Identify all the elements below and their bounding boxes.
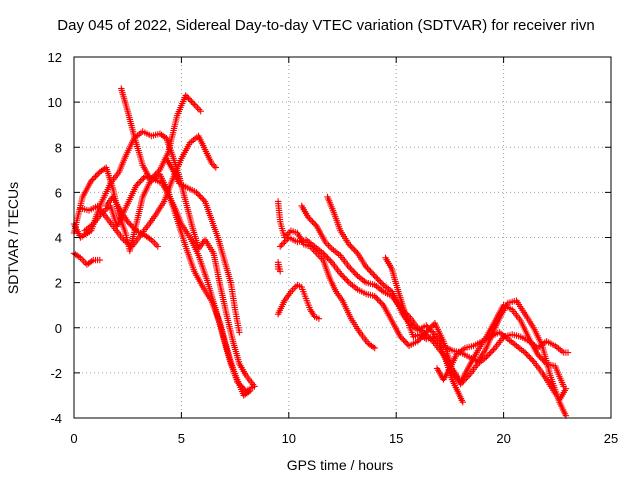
y-tick-label: 2 (55, 276, 62, 291)
y-tick-labels: -4 -2 0 2 4 6 8 10 12 (48, 50, 62, 426)
series-pass-4 (81, 173, 254, 399)
plus-markers (81, 173, 254, 399)
y-tick-label: -2 (50, 366, 62, 381)
y-tick-label: 8 (55, 140, 62, 155)
series-pass-8 (163, 155, 243, 336)
data-series-group (70, 85, 572, 419)
plus-markers (77, 132, 219, 250)
chart-title: Day 045 of 2022, Sidereal Day-to-day VTE… (57, 17, 594, 34)
y-tick-label: -4 (50, 411, 62, 426)
x-tick-label: 15 (389, 431, 403, 446)
plus-markers (274, 281, 323, 322)
series-pass-14 (382, 254, 466, 406)
plus-markers (382, 254, 466, 406)
x-tick-label: 0 (70, 431, 77, 446)
series-pass-7 (70, 250, 103, 268)
y-tick-label: 6 (55, 185, 62, 200)
y-tick-label: 10 (48, 95, 62, 110)
plus-markers (103, 193, 161, 250)
x-tick-label: 5 (178, 431, 185, 446)
plus-markers (274, 259, 284, 275)
plus-markers (70, 250, 103, 268)
plus-markers (324, 193, 570, 419)
series-pass-12 (324, 193, 570, 419)
axis-ticks (73, 56, 612, 419)
plus-markers (163, 155, 243, 336)
series-pass-6 (103, 193, 161, 250)
x-axis-title: GPS time / hours (287, 457, 394, 473)
series-pass-15 (433, 329, 570, 404)
x-tick-label: 10 (282, 431, 296, 446)
y-tick-label: 4 (55, 231, 62, 246)
y-tick-label: 0 (55, 321, 62, 336)
series-pass-9 (274, 198, 378, 352)
series-pass-13 (274, 281, 323, 322)
plus-markers (433, 329, 570, 404)
x-tick-labels: 0 5 10 15 20 25 (70, 431, 618, 446)
x-tick-label: 25 (604, 431, 618, 446)
y-axis-title: SDTVAR / TECUs (5, 182, 21, 294)
series-pass-16 (274, 259, 284, 275)
y-tick-label: 12 (48, 50, 62, 65)
x-tick-label: 20 (496, 431, 510, 446)
series-pass-5 (77, 132, 219, 250)
plus-markers (274, 198, 378, 352)
